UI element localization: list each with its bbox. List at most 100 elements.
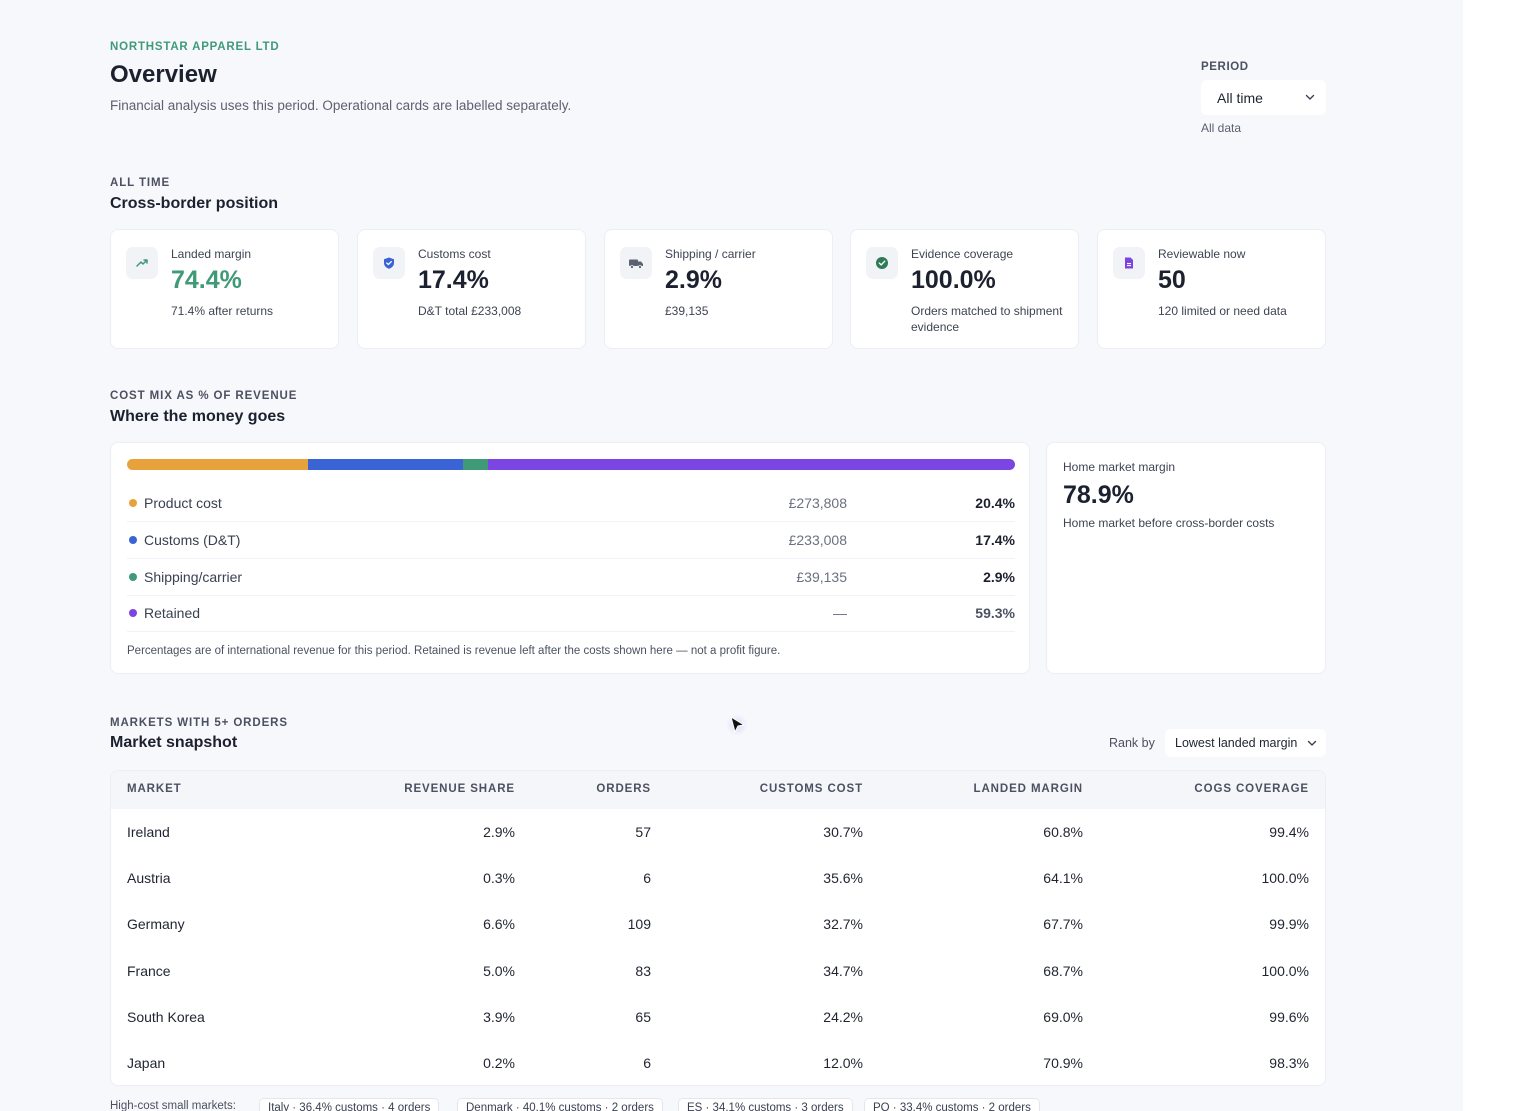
chevron-down-icon <box>1307 740 1317 746</box>
kpi-card-shipping: Shipping / carrier 2.9% £39,135 <box>604 229 833 349</box>
cell-cogs-coverage: 100.0% <box>1261 870 1309 887</box>
cell-orders: 83 <box>635 962 651 979</box>
cell-revenue-share: 5.0% <box>483 962 515 979</box>
rank-by-label: Rank by <box>1109 736 1155 750</box>
cost-name: Retained <box>144 605 201 621</box>
kpi-label: Reviewable now <box>1158 247 1246 261</box>
period-select-value: All time <box>1217 89 1263 106</box>
column-header-orders[interactable]: ORDERS <box>596 783 651 795</box>
cell-market: Japan <box>127 1055 166 1071</box>
legend-dot-icon <box>129 499 137 507</box>
segment-product-cost <box>127 459 309 470</box>
cell-cogs-coverage: 99.4% <box>1269 824 1309 840</box>
cell-landed-margin: 67.7% <box>1043 916 1083 933</box>
cost-mix-note: Percentages are of international revenue… <box>127 645 781 657</box>
kpi-label: Landed margin <box>171 247 252 261</box>
kpi-label: Shipping / carrier <box>665 247 756 261</box>
table-row[interactable]: Germany 6.6% 109 32.7% 67.7% 99.9% <box>111 901 1325 947</box>
segment-customs <box>308 459 463 470</box>
table-row[interactable]: Austria 0.3% 6 35.6% 64.1% 100.0% <box>111 855 1325 901</box>
shield-icon <box>373 247 405 279</box>
rank-by-select[interactable]: Lowest landed margin <box>1165 729 1326 757</box>
market-snapshot-table: MARKET REVENUE SHARE ORDERS CUSTOMS COST… <box>110 770 1326 1086</box>
column-header-market[interactable]: MARKET <box>127 783 182 795</box>
cell-landed-margin: 64.1% <box>1043 870 1083 887</box>
cell-revenue-share: 3.9% <box>483 1008 515 1025</box>
small-market-chip[interactable]: ES · 34.1% customs · 3 orders <box>678 1098 853 1111</box>
kpi-card-landed-margin: Landed margin 74.4% 71.4% after returns <box>110 229 339 349</box>
legend-dot-icon <box>129 536 137 544</box>
cell-market: France <box>127 962 171 979</box>
cost-amount: £233,008 <box>788 532 847 548</box>
column-header-customs-cost[interactable]: CUSTOMS COST <box>759 783 863 795</box>
kpi-sub: D&T total £233,008 <box>418 304 522 318</box>
kpi-value: 2.9% <box>665 266 722 294</box>
table-header: MARKET REVENUE SHARE ORDERS CUSTOMS COST… <box>111 771 1325 809</box>
kpi-sub: £39,135 <box>665 304 709 318</box>
home-market-label: Home market margin <box>1063 460 1176 474</box>
high-cost-small-markets: High-cost small markets: Italy · 36.4% c… <box>110 1098 1326 1111</box>
markets-title: Market snapshot <box>110 734 238 751</box>
kpi-sub: Orders matched to shipment evidence <box>911 304 1063 334</box>
kpi-sub: 71.4% after returns <box>171 304 274 318</box>
cell-cogs-coverage: 99.6% <box>1269 1008 1309 1025</box>
cell-market: Germany <box>127 916 185 933</box>
cost-amount: — <box>833 605 847 621</box>
cell-market: Austria <box>127 870 171 887</box>
home-market-value: 78.9% <box>1063 481 1134 509</box>
period-select[interactable]: All time <box>1201 80 1326 115</box>
cell-cogs-coverage: 100.0% <box>1261 962 1309 979</box>
small-market-chip[interactable]: PO · 33.4% customs · 2 orders <box>864 1098 1040 1111</box>
cell-revenue-share: 6.6% <box>483 916 515 933</box>
cell-cogs-coverage: 99.9% <box>1269 916 1309 933</box>
home-market-card: Home market margin 78.9% Home market bef… <box>1046 442 1326 674</box>
column-header-cogs-coverage[interactable]: COGS COVERAGE <box>1194 783 1309 795</box>
cost-mix-eyebrow: COST MIX AS % OF REVENUE <box>110 390 298 402</box>
cell-landed-margin: 68.7% <box>1043 962 1083 979</box>
column-header-revenue-share[interactable]: REVENUE SHARE <box>404 783 515 795</box>
kpi-value: 100.0% <box>911 266 996 294</box>
cell-revenue-share: 2.9% <box>483 824 515 840</box>
cell-customs-cost: 30.7% <box>823 824 863 840</box>
cost-mix-row-product: Product cost £273,808 20.4% <box>127 485 1015 522</box>
cell-market: South Korea <box>127 1008 205 1025</box>
page-subtitle: Financial analysis uses this period. Ope… <box>110 98 572 113</box>
small-markets-label: High-cost small markets: <box>110 1100 236 1111</box>
table-row[interactable]: South Korea 3.9% 65 24.2% 69.0% 99.6% <box>111 994 1325 1040</box>
cell-customs-cost: 35.6% <box>823 870 863 887</box>
cell-revenue-share: 0.2% <box>483 1055 515 1071</box>
cost-name: Product cost <box>144 495 222 511</box>
kpi-value: 74.4% <box>171 266 242 294</box>
small-market-chip[interactable]: Italy · 36.4% customs · 4 orders <box>259 1098 440 1111</box>
position-eyebrow: ALL TIME <box>110 177 171 189</box>
cost-mix-row-retained: Retained — 59.3% <box>127 595 1015 632</box>
cell-landed-margin: 70.9% <box>1043 1055 1083 1071</box>
kpi-value: 50 <box>1158 266 1186 294</box>
markets-eyebrow: MARKETS WITH 5+ ORDERS <box>110 717 288 729</box>
segment-retained <box>488 459 1015 470</box>
small-market-chip[interactable]: Denmark · 40.1% customs · 2 orders <box>457 1098 663 1111</box>
column-header-landed-margin[interactable]: LANDED MARGIN <box>973 783 1083 795</box>
cell-customs-cost: 32.7% <box>823 916 863 933</box>
table-row[interactable]: France 5.0% 83 34.7% 68.7% 100.0% <box>111 948 1325 994</box>
document-icon <box>1113 247 1145 279</box>
segment-shipping <box>462 459 489 470</box>
page-title: Overview <box>110 61 217 88</box>
cost-percent: 2.9% <box>983 569 1015 585</box>
kpi-sub: 120 limited or need data <box>1158 304 1287 318</box>
table-row[interactable]: Japan 0.2% 6 12.0% 70.9% 98.3% <box>111 1040 1325 1085</box>
cell-orders: 65 <box>635 1008 651 1025</box>
cost-percent: 59.3% <box>975 605 1015 621</box>
cell-orders: 57 <box>635 824 651 840</box>
table-row[interactable]: Ireland 2.9% 57 30.7% 60.8% 99.4% <box>111 809 1325 855</box>
cost-amount: £39,135 <box>796 569 847 585</box>
cell-orders: 6 <box>643 1055 651 1071</box>
position-title: Cross-border position <box>110 195 279 212</box>
cell-orders: 109 <box>627 916 651 933</box>
truck-icon <box>620 247 652 279</box>
check-circle-icon <box>866 247 898 279</box>
kpi-card-customs-cost: Customs cost 17.4% D&T total £233,008 <box>357 229 586 349</box>
cell-revenue-share: 0.3% <box>483 870 515 887</box>
cost-name: Shipping/carrier <box>144 569 243 585</box>
cell-orders: 6 <box>643 870 651 887</box>
